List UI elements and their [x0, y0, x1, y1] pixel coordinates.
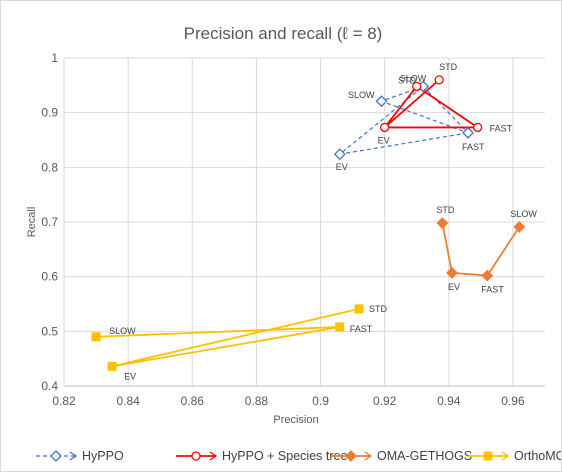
legend-marker: [191, 451, 201, 461]
y-axis-label: Recall: [26, 207, 38, 238]
series-line-0: [339, 85, 469, 155]
x-tick-label: 0.96: [501, 394, 525, 408]
legend-arrow-icon: [209, 451, 218, 461]
y-tick-label: 0.6: [41, 270, 58, 284]
data-point: [333, 148, 346, 161]
data-point: [354, 304, 364, 314]
data-point: [462, 126, 474, 139]
point-label: EV: [378, 135, 390, 145]
legend-entry: OrthoMCL: [514, 449, 561, 463]
data-point: [481, 269, 494, 282]
data-point: [473, 122, 483, 133]
point-label: STD: [439, 62, 458, 72]
point-label: FAST: [462, 142, 485, 152]
point-label: FAST: [490, 123, 513, 133]
x-tick-label: 0.92: [373, 394, 397, 408]
point-label: SLOW: [109, 326, 136, 336]
series-markers: [91, 75, 526, 371]
point-label: STD: [436, 205, 455, 215]
point-label: FAST: [481, 285, 504, 295]
x-tick-label: 0.88: [245, 394, 269, 408]
point-label: STD: [369, 304, 388, 314]
grid: [63, 57, 545, 387]
y-tick-label: 0.8: [41, 160, 58, 174]
point-label: SLOW: [510, 209, 537, 219]
series-line-3: [96, 308, 360, 368]
legend-entry: HyPPO: [82, 449, 124, 463]
point-label: SLOW: [348, 90, 375, 100]
data-point: [434, 75, 444, 85]
point-label: EV: [448, 282, 460, 292]
chart-title: Precision and recall (ℓ = 8): [184, 24, 383, 43]
data-point: [335, 322, 345, 332]
legend-marker: [50, 450, 62, 462]
point-label: STD: [398, 75, 417, 85]
data-point: [513, 221, 526, 233]
x-axis-label: Precision: [273, 414, 318, 426]
data-point: [107, 361, 117, 371]
x-tick-label: 0.82: [52, 394, 76, 408]
point-label: SLOW: [400, 73, 427, 83]
data-point: [412, 81, 422, 92]
legend-arrow-icon: [501, 451, 510, 461]
point-label: FAST: [350, 324, 373, 334]
data-point: [375, 95, 388, 108]
data-point: [436, 217, 449, 230]
point-label: EV: [124, 371, 136, 381]
data-point: [380, 122, 390, 133]
y-tick-label: 0.9: [41, 106, 58, 120]
legend-marker: [483, 451, 493, 461]
data-point: [446, 266, 458, 279]
y-tick-label: 0.5: [41, 324, 58, 338]
axes: 0.82 0.84 0.86 0.88 0.9 0.92 0.94 0.96 0.4 0.5 0.6…: [41, 51, 545, 408]
point-label: EV: [336, 162, 348, 172]
series-line-2: [441, 222, 521, 277]
legend-marker: [345, 450, 357, 462]
legend-arrow-icon: [364, 451, 373, 461]
x-tick-label: 0.94: [437, 394, 461, 408]
x-tick-label: 0.86: [181, 394, 205, 408]
y-tick-label: 0.4: [41, 379, 58, 393]
y-tick-label: 0.7: [41, 215, 58, 229]
x-tick-label: 0.9: [312, 394, 329, 408]
legend-entry: OMA-GETHOGS: [377, 449, 472, 463]
legend-arrow-icon: [69, 451, 78, 461]
series-line-1: [383, 79, 479, 129]
x-tick-label: 0.84: [116, 394, 140, 408]
legend: HyPPO HyPPO + Species tree OMA-GETHOGS Orth…: [36, 449, 562, 463]
legend-entry: HyPPO + Species tree: [222, 449, 347, 463]
data-point: [91, 332, 101, 342]
y-tick-label: 1: [51, 51, 58, 65]
series-lines: [96, 79, 521, 368]
